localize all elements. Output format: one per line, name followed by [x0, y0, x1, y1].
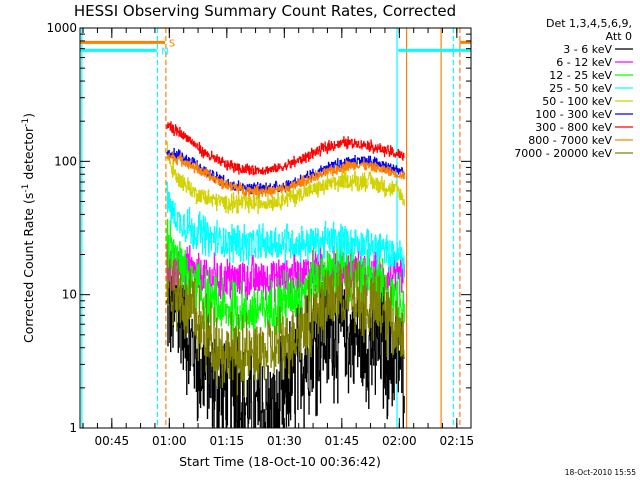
- x-axis-label: Start Time (18-Oct-10 00:36:42): [179, 454, 381, 469]
- x-axis: 00:45 01:00 01:15 01:30 01:45 02:00 02:15: [82, 28, 475, 448]
- x-tick-label-0115: 01:15: [210, 434, 245, 448]
- flag-label-s: S: [169, 38, 175, 49]
- legend-label-300-800-kev: 300 - 800 keV: [535, 121, 612, 134]
- x-tick-label-0130: 01:30: [267, 434, 302, 448]
- chart-title: HESSI Observing Summary Count Rates, Cor…: [74, 2, 456, 20]
- y-axis: 1 10 100 1000: [46, 21, 471, 435]
- plot-area: SN: [79, 27, 472, 429]
- legend-header-detectors: Det 1,3,4,5,6,9,: [546, 17, 632, 30]
- legend-label-25-50-kev: 25 - 50 keV: [549, 82, 612, 95]
- legend-label-6-12-kev: 6 - 12 keV: [556, 56, 612, 69]
- y-tick-label-10: 10: [62, 288, 77, 302]
- series-800-7000-kev: [166, 151, 405, 198]
- plot-frame: [79, 27, 472, 429]
- legend-label-7000-20000-kev: 7000 - 20000 keV: [514, 147, 612, 160]
- y-axis-label: Corrected Count Rate (s-1 detector-1): [21, 113, 36, 343]
- x-tick-label-0145: 01:45: [325, 434, 360, 448]
- x-tick-label-0200: 02:00: [382, 434, 417, 448]
- footer-timestamp: 18-Oct-2010 15:55: [565, 468, 636, 477]
- x-tick-label-0215: 02:15: [440, 434, 475, 448]
- y-axis-label-exp-2: -1: [21, 118, 31, 127]
- y-tick-label-1: 1: [69, 421, 77, 435]
- flag-label-n: N: [161, 46, 168, 57]
- series-7000-20000-kev: [166, 242, 405, 398]
- legend-label-3-6-kev: 3 - 6 keV: [563, 43, 612, 56]
- y-axis-label-close: ): [21, 113, 36, 118]
- y-tick-label-1000: 1000: [46, 21, 77, 35]
- legend-header-attenuator: Att 0: [606, 30, 632, 43]
- x-tick-label-0100: 01:00: [152, 434, 187, 448]
- x-tick-label-0045: 00:45: [95, 434, 130, 448]
- legend-label-100-300-kev: 100 - 300 keV: [535, 108, 612, 121]
- legend-label-50-100-kev: 50 - 100 keV: [542, 95, 612, 108]
- y-axis-label-main: Corrected Count Rate (s: [21, 193, 36, 343]
- series-25-50-kev: [166, 181, 405, 279]
- y-axis-label-mid: detector: [21, 126, 36, 184]
- series-6-12-kev: [166, 245, 405, 304]
- y-tick-label-100: 100: [54, 154, 77, 168]
- series-50-100-kev: [166, 141, 405, 214]
- series-300-800-kev: [166, 121, 405, 176]
- y-axis-label-exp-1: -1: [21, 184, 31, 193]
- legend-label-12-25-kev: 12 - 25 keV: [549, 69, 612, 82]
- legend-label-800-7000-kev: 800 - 7000 keV: [528, 134, 612, 147]
